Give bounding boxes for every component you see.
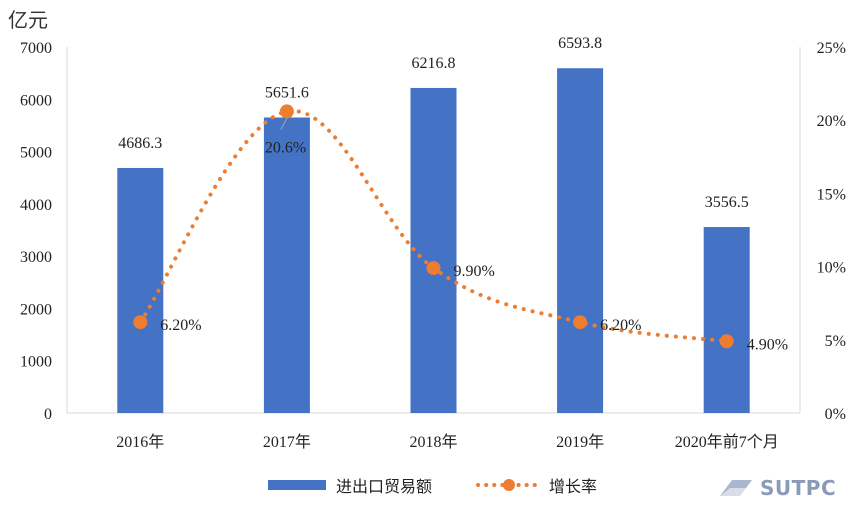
- bar: [557, 68, 604, 413]
- y-left-tick-label: 4000: [20, 197, 52, 214]
- x-tick-label: 2017年: [263, 433, 311, 451]
- sutpc-logo: SUTPC: [718, 474, 848, 502]
- legend-line-marker: [503, 479, 515, 491]
- line-data-label: 6.20%: [160, 317, 201, 334]
- y-axis-unit-label: 亿元: [8, 10, 48, 32]
- bar: [703, 227, 750, 413]
- x-tick-label: 2018年: [409, 433, 457, 451]
- bar-data-label: 6216.8: [412, 55, 456, 72]
- line-data-label: 4.90%: [747, 336, 788, 353]
- growth-marker: [719, 334, 734, 349]
- leader-line: [280, 118, 288, 130]
- bar-data-label: 6593.8: [558, 35, 602, 52]
- y-right-tick-label: 5%: [825, 333, 846, 350]
- x-tick-label: 2020年前7个月: [675, 433, 779, 451]
- legend-bar-swatch: [268, 480, 326, 490]
- y-left-tick-label: 1000: [20, 354, 52, 371]
- y-left-tick-label: 7000: [20, 40, 52, 57]
- logo-text: SUTPC: [760, 476, 837, 500]
- bar-data-label: 5651.6: [265, 85, 309, 102]
- growth-marker: [573, 315, 588, 330]
- bar: [410, 87, 457, 414]
- y-left-tick-label: 6000: [20, 92, 52, 109]
- growth-marker: [426, 261, 441, 276]
- y-right-tick-label: 0%: [825, 406, 846, 423]
- x-tick-label: 2016年: [116, 433, 164, 451]
- growth-marker: [133, 315, 148, 330]
- legend-line-label: 增长率: [549, 477, 597, 496]
- y-left-tick-label: 0: [44, 406, 52, 423]
- growth-line: [138, 109, 729, 344]
- y-right-tick-label: 20%: [817, 113, 846, 130]
- y-left-tick-label: 3000: [20, 249, 52, 266]
- bar: [263, 117, 310, 413]
- line-data-label: 6.20%: [600, 317, 641, 334]
- line-data-label: 20.6%: [265, 139, 306, 156]
- bar: [117, 167, 164, 413]
- legend-bar-label: 进出口贸易额: [336, 477, 432, 496]
- y-right-tick-label: 10%: [817, 260, 846, 277]
- bar-data-label: 4686.3: [118, 135, 162, 152]
- logo-icon: [720, 480, 752, 496]
- y-right-tick-label: 15%: [817, 186, 846, 203]
- bar-data-label: 3556.5: [705, 194, 749, 211]
- y-left-tick-label: 5000: [20, 145, 52, 162]
- growth-marker: [279, 104, 294, 119]
- x-tick-label: 2019年: [556, 433, 604, 451]
- y-left-tick-label: 2000: [20, 301, 52, 318]
- line-data-label: 9.90%: [454, 263, 495, 280]
- y-right-tick-label: 25%: [817, 40, 846, 57]
